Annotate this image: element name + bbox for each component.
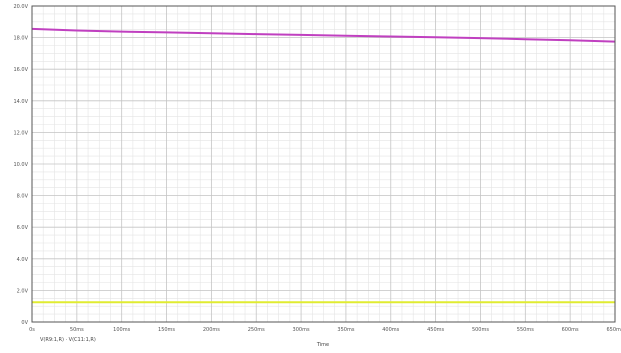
- y-tick-label: 2.0V: [17, 288, 29, 294]
- x-tick-label: 250ms: [248, 327, 265, 333]
- x-tick-label: 650ms: [606, 327, 621, 333]
- y-tick-label: 18.0V: [13, 36, 28, 42]
- x-tick-label: 600ms: [562, 327, 579, 333]
- tick-labels: 0s 50ms 100ms 150ms 200ms 250ms 300ms 350ms 400m…: [13, 4, 621, 333]
- x-tick-label: 350ms: [337, 327, 354, 333]
- y-tick-label: 0V: [21, 320, 28, 326]
- x-tick-label: 450ms: [427, 327, 444, 333]
- y-tick-label: 4.0V: [17, 257, 29, 263]
- y-tick-label: 8.0V: [17, 194, 29, 200]
- x-tick-label: 50ms: [70, 327, 84, 333]
- x-tick-label: 500ms: [472, 327, 489, 333]
- series-layer: [31, 27, 616, 304]
- y-tick-label: 16.0V: [13, 67, 28, 73]
- y-tick-label: 10.0V: [13, 162, 28, 168]
- y-tick-label: 6.0V: [17, 225, 29, 231]
- x-tick-label: 100ms: [113, 327, 130, 333]
- x-tick-label: 150ms: [158, 327, 175, 333]
- legend-text: V(R9:1,R) · V(C11:1,R): [40, 337, 96, 343]
- grid: [32, 6, 615, 322]
- plot-frame: [31, 5, 616, 323]
- x-tick-label: 300ms: [293, 327, 310, 333]
- series-line-1: [31, 27, 616, 43]
- x-tick-label: 400ms: [382, 327, 399, 333]
- axes: [31, 5, 616, 323]
- y-tick-label: 12.0V: [13, 130, 28, 136]
- y-tick-label: 20.0V: [13, 4, 28, 10]
- y-tick-label: 14.0V: [13, 99, 28, 105]
- x-tick-label: 0s: [29, 327, 35, 333]
- x-tick-label: 200ms: [203, 327, 220, 333]
- x-tick-label: 550ms: [517, 327, 534, 333]
- x-axis-label: Time: [316, 342, 329, 348]
